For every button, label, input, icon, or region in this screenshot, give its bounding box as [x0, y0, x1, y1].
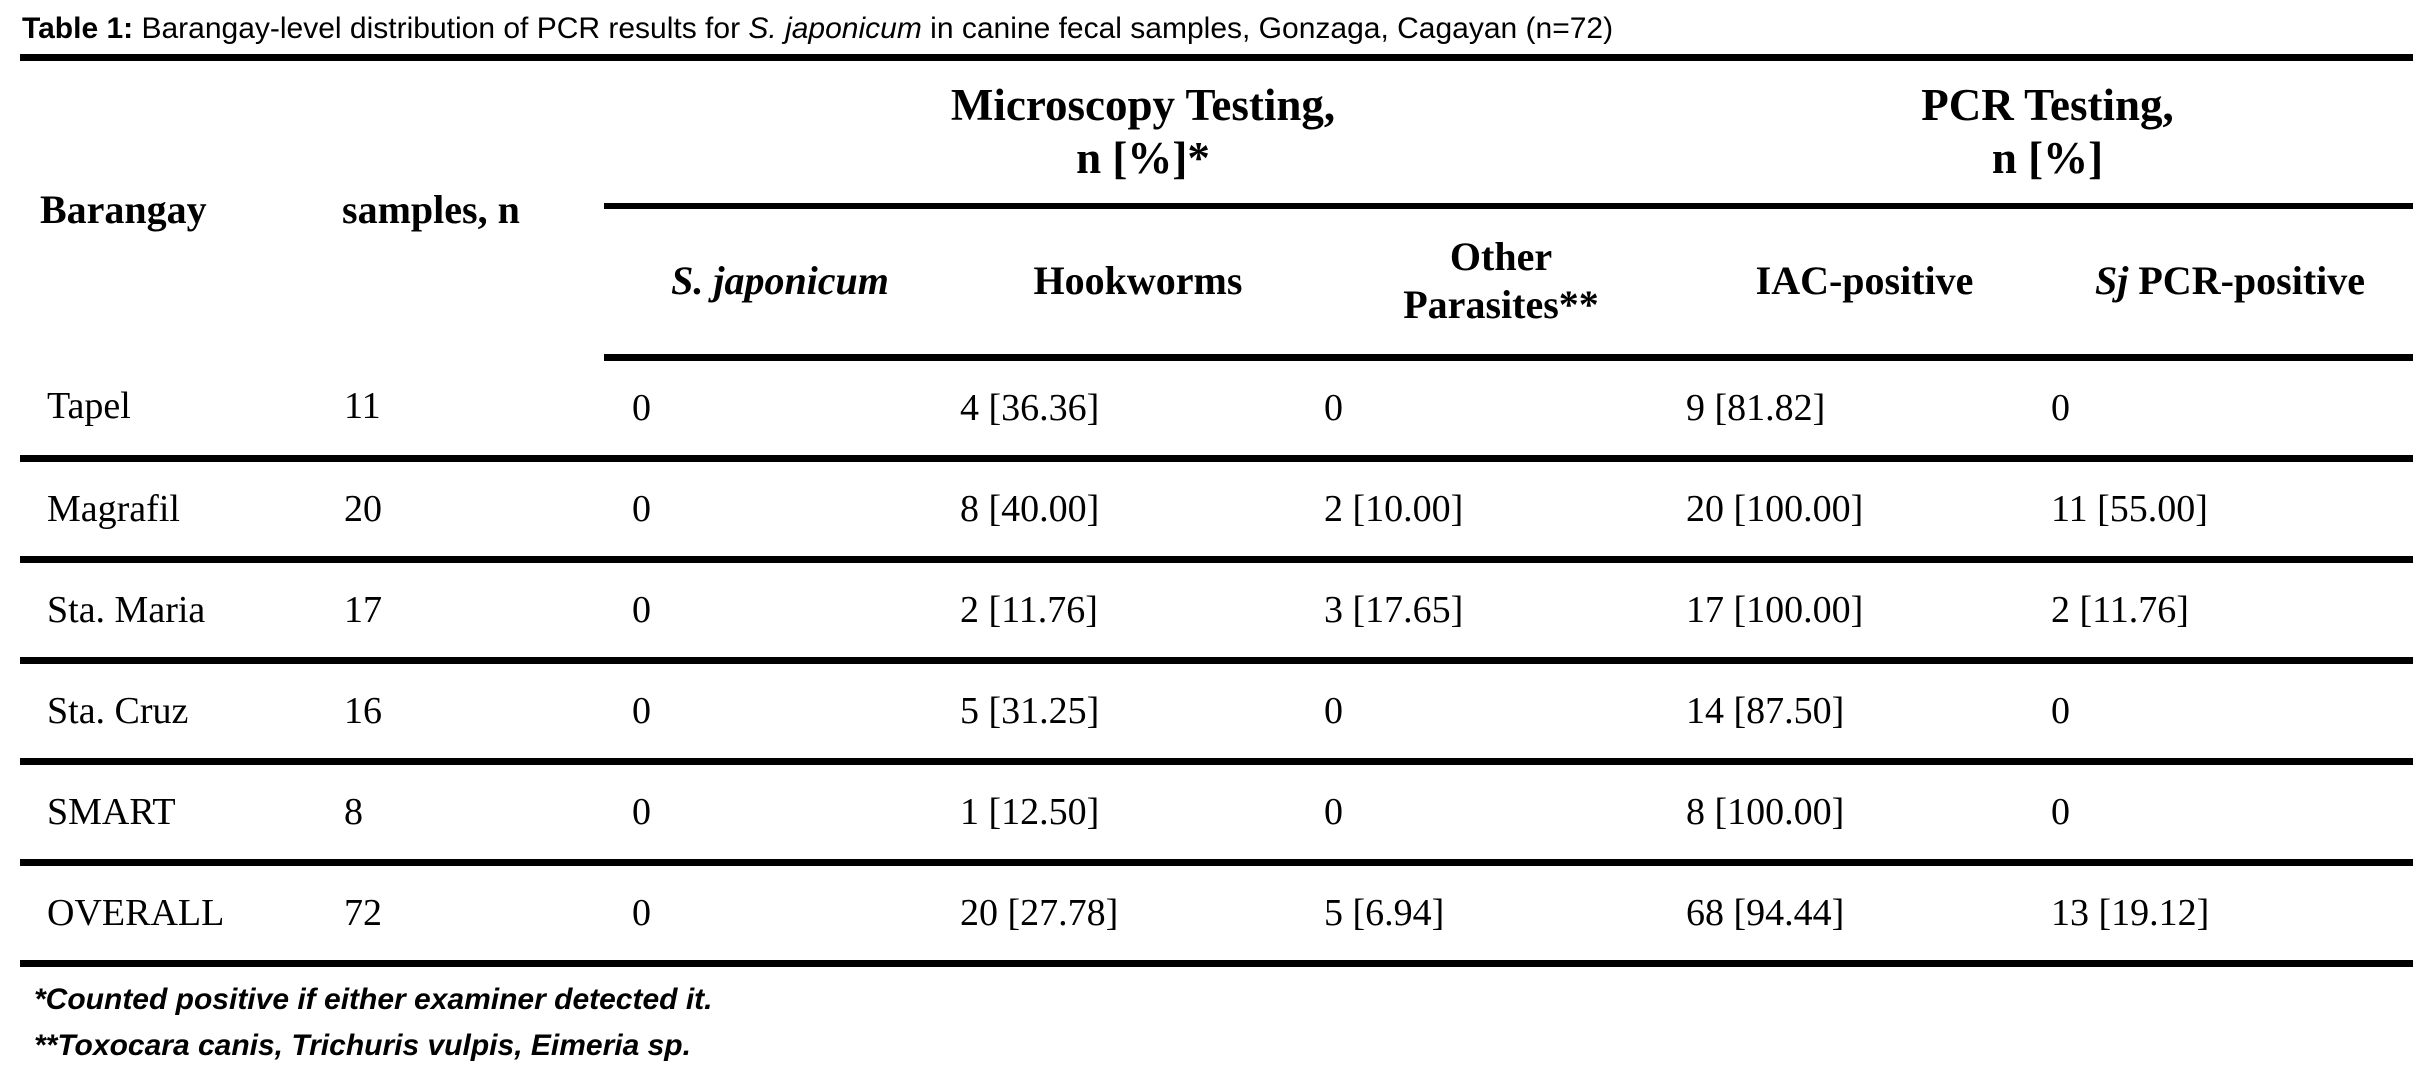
results-table: Barangay samples, n Microscopy Testing, … — [20, 54, 2414, 967]
column-header-hookworms: Hookworms — [956, 205, 1320, 361]
table-row-sta-cruz: Sta. Cruz 16 0 5 [31.25] 0 14 [87.50] 0 — [20, 660, 2414, 765]
cell-other-parasites: 0 — [1320, 660, 1683, 765]
footnote-other-parasite-species: **Toxocara canis, Trichuris vulpis, Eime… — [34, 1029, 691, 1062]
table-row-tapel: Tapel 11 0 4 [36.36] 0 9 [81.82] 0 — [20, 357, 2414, 462]
cell-hookworms: 4 [36.36] — [956, 357, 1320, 462]
cell-samples: 16 — [340, 660, 604, 765]
table-header: Barangay samples, n Microscopy Testing, … — [20, 57, 2414, 361]
column-header-s-japonicum: S. japonicum — [604, 205, 956, 361]
cell-sj-microscopy: 0 — [604, 559, 956, 664]
cell-sj-microscopy: 0 — [604, 458, 956, 563]
cell-samples: 17 — [340, 559, 604, 664]
table-body: Tapel 11 0 4 [36.36] 0 9 [81.82] 0 Magra… — [20, 357, 2414, 964]
cell-hookworms: 8 [40.00] — [956, 458, 1320, 563]
s-japonicum-label: S. japonicum — [671, 258, 889, 304]
cell-other-parasites: 5 [6.94] — [1324, 892, 1445, 934]
cell-other-parasites: 0 — [1320, 761, 1683, 866]
cell-other-parasites: 3 [17.65] — [1320, 559, 1683, 664]
sj-pcr-positive-rest: PCR-positive — [2128, 258, 2366, 304]
footnote-examiner: *Counted positive if either examiner det… — [34, 983, 713, 1016]
cell-iac-positive: 68 [94.44] — [1686, 892, 1845, 934]
cell-barangay: SMART — [20, 761, 340, 866]
table-footnotes: *Counted positive if either examiner det… — [34, 977, 2416, 1069]
cell-other-parasites: 2 [10.00] — [1320, 458, 1683, 563]
table-caption: Table 1: Barangay-level distribution of … — [0, 0, 2436, 54]
cell-sj-microscopy: 0 — [604, 761, 956, 866]
cell-samples: 20 — [340, 458, 604, 563]
cell-hookworms: 1 [12.50] — [956, 761, 1320, 866]
table-caption-text-after: in canine fecal samples, Gonzaga, Cagaya… — [921, 12, 1614, 45]
cell-sj-microscopy: 0 — [632, 892, 651, 934]
cell-barangay: Tapel — [20, 357, 340, 462]
cell-iac-positive: 20 [100.00] — [1682, 458, 2048, 563]
column-header-barangay: Barangay — [40, 186, 207, 232]
column-header-other-parasites: Other Parasites** — [1320, 205, 1683, 361]
group-header-pcr-testing: PCR Testing, n [%] — [1682, 57, 2414, 209]
cell-samples: 11 — [340, 357, 604, 462]
cell-barangay: Magrafil — [20, 458, 340, 563]
table-caption-species-italic: S. japonicum — [748, 12, 922, 45]
sj-abbrev-italic: Sj — [2095, 258, 2129, 304]
cell-sj-pcr-positive: 2 [11.76] — [2047, 559, 2414, 664]
cell-barangay: OVERALL — [47, 892, 225, 934]
cell-other-parasites: 0 — [1320, 357, 1683, 462]
cell-iac-positive: 9 [81.82] — [1682, 357, 2048, 462]
group-header-microscopy-testing: Microscopy Testing, n [%]* — [604, 57, 1683, 209]
header-group-row: Barangay samples, n Microscopy Testing, … — [20, 57, 2414, 232]
cell-iac-positive: 14 [87.50] — [1682, 660, 2048, 765]
table-row-overall: OVERALL 72 0 20 [27.78] 5 [6.94] 68 [94.… — [20, 863, 2413, 964]
cell-iac-positive: 17 [100.00] — [1682, 559, 2048, 664]
column-header-iac-positive: IAC-positive — [1682, 205, 2048, 361]
header-sub-row: S. japonicum Hookworms Other Parasites**… — [20, 205, 2414, 361]
column-header-samples: samples, n — [342, 186, 520, 232]
table-row-smart: SMART 8 0 1 [12.50] 0 8 [100.00] 0 — [20, 761, 2414, 866]
cell-iac-positive: 8 [100.00] — [1682, 761, 2048, 866]
cell-hookworms: 2 [11.76] — [956, 559, 1320, 664]
cell-samples: 72 — [344, 892, 382, 934]
cell-sj-microscopy: 0 — [604, 357, 956, 462]
cell-sj-pcr-positive: 0 — [2047, 660, 2414, 765]
cell-samples: 8 — [340, 761, 604, 866]
cell-sj-pcr-positive: 11 [55.00] — [2047, 458, 2414, 563]
cell-sj-pcr-positive: 0 — [2047, 357, 2414, 462]
table-row-magrafil: Magrafil 20 0 8 [40.00] 2 [10.00] 20 [10… — [20, 458, 2414, 563]
cell-barangay: Sta. Maria — [20, 559, 340, 664]
cell-sj-microscopy: 0 — [604, 660, 956, 765]
table-caption-label: Table 1: — [22, 12, 134, 45]
cell-hookworms: 20 [27.78] — [960, 892, 1119, 934]
cell-hookworms: 5 [31.25] — [956, 660, 1320, 765]
cell-barangay: Sta. Cruz — [20, 660, 340, 765]
table-caption-text-before: Barangay-level distribution of PCR resul… — [133, 12, 749, 45]
cell-sj-pcr-positive: 0 — [2047, 761, 2414, 866]
table-row-sta-maria: Sta. Maria 17 0 2 [11.76] 3 [17.65] 17 [… — [20, 559, 2414, 664]
cell-sj-pcr-positive: 13 [19.12] — [2051, 892, 2210, 934]
column-header-sj-pcr-positive: Sj PCR-positive — [2047, 205, 2414, 361]
